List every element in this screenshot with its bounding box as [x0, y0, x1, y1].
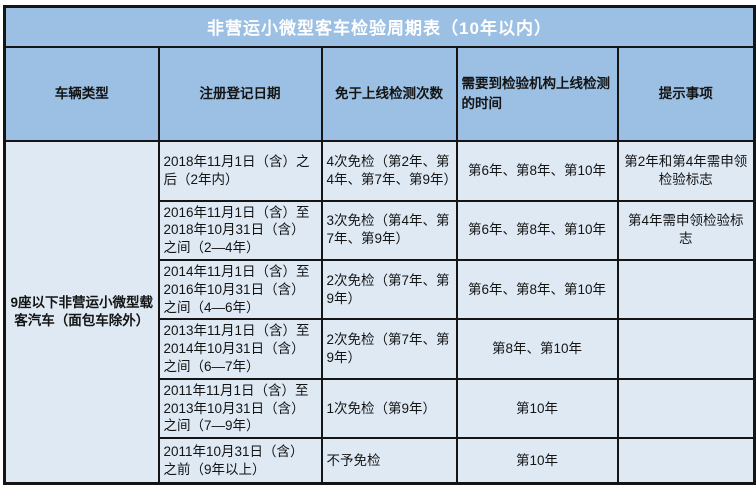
header-station-inspection-time: 需要到检验机构上线检测的时间	[455, 45, 619, 142]
page: 非营运小微型客车检验周期表（10年以内） 车辆类型 注册登记日期 免于上线检测次…	[3, 5, 756, 485]
cell-exempt-count: 3次免检（第4年、第7年、第9年）	[320, 199, 458, 261]
table-row: 9座以下非营运小微型载客汽车（面包车除外） 2018年11月1日（含）之后（2年…	[3, 139, 756, 485]
header-exempt-count: 免于上线检测次数	[320, 45, 458, 142]
table-title: 非营运小微型客车检验周期表（10年以内）	[3, 5, 756, 48]
cell-notes	[616, 377, 756, 440]
cell-exempt-count: 1次免检（第9年）	[320, 377, 458, 440]
cell-vehicle-type: 9座以下非营运小微型载客汽车（面包车除外）	[3, 139, 160, 485]
cell-exempt-count: 2次免检（第7年、第9年）	[320, 258, 458, 321]
header-notes: 提示事项	[616, 45, 756, 142]
table-row: 2014年11月1日（含）至2016年10月31日（含）之间（4—6年） 2次免…	[5, 258, 756, 321]
table-title-row: 非营运小微型客车检验周期表（10年以内）	[3, 5, 756, 48]
cell-registration-date: 2014年11月1日（含）至2016年10月31日（含）之间（4—6年）	[157, 258, 323, 321]
header-vehicle-type: 车辆类型	[3, 45, 160, 142]
cell-registration-date: 2011年11月1日（含）至2013年10月31日（含）之间（7—9年）	[157, 377, 323, 440]
header-registration-date: 注册登记日期	[157, 45, 323, 142]
cell-station-inspection-time: 第6年、第8年、第10年	[455, 139, 619, 202]
table-row: 2016年11月1日（含）至2018年10月31日（含）之间（2—4年） 3次免…	[5, 199, 756, 261]
cell-registration-date: 2016年11月1日（含）至2018年10月31日（含）之间（2—4年）	[157, 199, 323, 261]
cell-notes	[616, 437, 756, 485]
cell-station-inspection-time: 第10年	[455, 437, 619, 485]
cell-exempt-count: 4次免检（第2年、第4年、第7年、第9年）	[320, 139, 458, 202]
cell-registration-date: 2013年11月1日（含）至2014年10月31日（含）之间（6—7年）	[157, 318, 323, 380]
cell-station-inspection-time: 第6年、第8年、第10年	[455, 199, 619, 261]
cell-exempt-count: 2次免检（第7年、第9年）	[320, 318, 458, 380]
table-row: 2011年11月1日（含）至2013年10月31日（含）之间（7—9年） 1次免…	[5, 377, 756, 440]
inspection-period-table: 非营运小微型客车检验周期表（10年以内） 车辆类型 注册登记日期 免于上线检测次…	[3, 5, 756, 485]
cell-notes: 第4年需申领检验标志	[616, 199, 756, 261]
cell-notes	[616, 318, 756, 380]
cell-registration-date: 2018年11月1日（含）之后（2年内）	[157, 139, 323, 202]
cell-station-inspection-time: 第6年、第8年、第10年	[455, 258, 619, 321]
cell-notes	[616, 258, 756, 321]
cell-station-inspection-time: 第10年	[455, 377, 619, 440]
cell-exempt-count: 不予免检	[320, 437, 458, 485]
table-row: 2013年11月1日（含）至2014年10月31日（含）之间（6—7年） 2次免…	[5, 318, 756, 380]
cell-notes: 第2年和第4年需申领检验标志	[616, 139, 756, 202]
cell-station-inspection-time: 第8年、第10年	[455, 318, 619, 380]
cell-registration-date: 2011年10月31日（含）之前（9年以上）	[157, 437, 323, 485]
table-header-row: 车辆类型 注册登记日期 免于上线检测次数 需要到检验机构上线检测的时间 提示事项	[3, 45, 756, 142]
